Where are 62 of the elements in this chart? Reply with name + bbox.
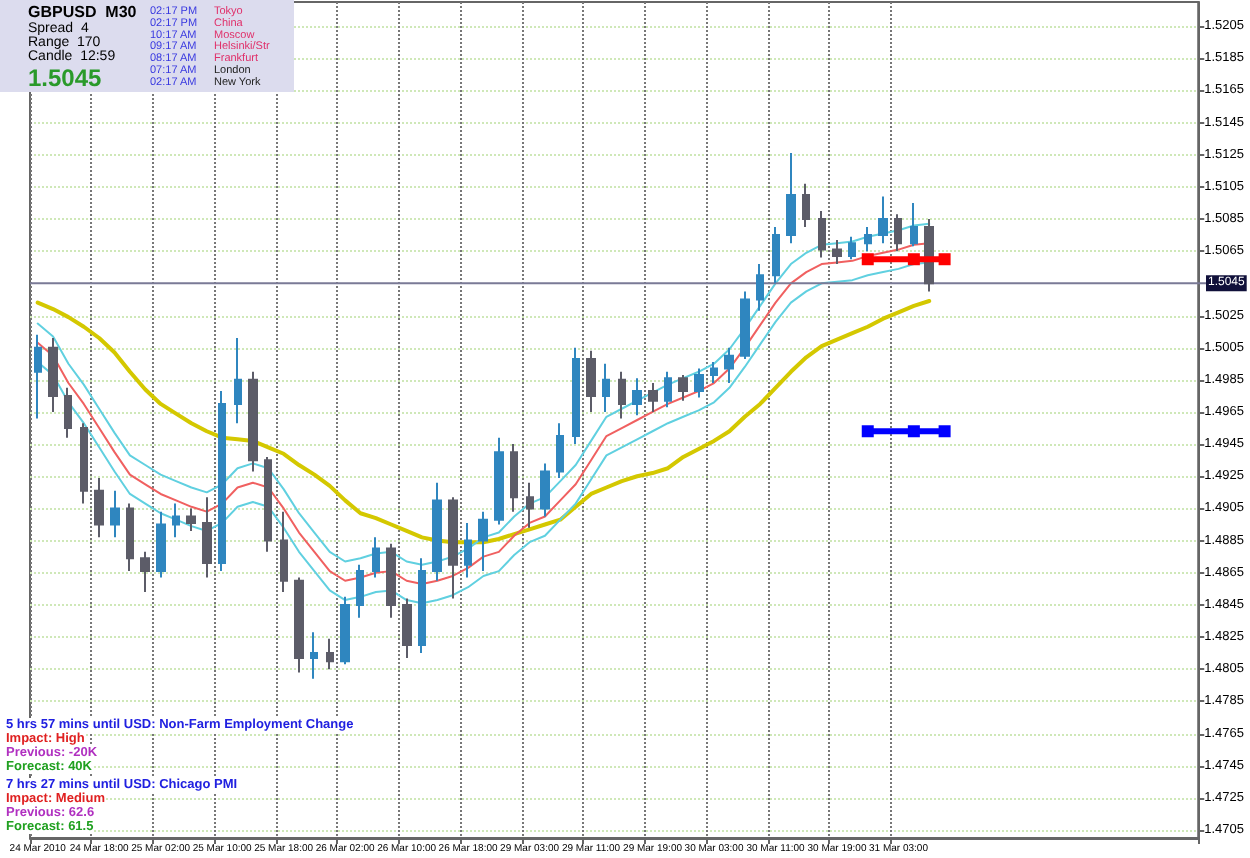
candlestick: [234, 337, 242, 425]
candlestick: [80, 422, 88, 505]
candlestick: [432, 481, 442, 582]
candlestick: [494, 436, 504, 526]
candlestick: [264, 455, 272, 553]
candlestick: [848, 235, 856, 261]
candlestick: [694, 367, 704, 399]
candlestick: [648, 382, 658, 413]
candlestick: [448, 496, 458, 600]
candlestick: [526, 481, 534, 529]
candlestick: [218, 390, 226, 573]
candlestick: [248, 370, 258, 473]
candlestick: [540, 462, 550, 518]
candlestick: [632, 377, 642, 417]
candlestick: [94, 476, 104, 539]
candlestick: [756, 263, 764, 312]
candlestick: [326, 637, 334, 671]
annotation: 1.5045: [28, 64, 103, 92]
candlestick: [802, 182, 810, 229]
candlestick: [356, 563, 364, 619]
candlestick: [710, 361, 718, 385]
candlestick: [64, 386, 72, 439]
candlestick: [340, 595, 350, 666]
candlestick: [602, 362, 610, 413]
candlestick: [478, 510, 488, 573]
candlestick: [510, 443, 518, 513]
chart-title: GBPUSD M30: [28, 3, 138, 21]
candlestick: [34, 333, 42, 420]
candlestick: [772, 226, 780, 285]
candlestick: [110, 489, 120, 539]
candlestick: [186, 507, 196, 532]
candlestick: [864, 226, 872, 253]
candlestick: [372, 536, 380, 579]
candlestick: [618, 370, 626, 420]
candlestick: [740, 290, 750, 360]
candlestick: [556, 422, 564, 479]
candlestick: [156, 510, 166, 579]
candlestick: [910, 201, 918, 248]
candlestick: [464, 521, 472, 579]
candlestick: [924, 218, 934, 293]
candlestick: [140, 550, 150, 594]
candlestick: [664, 370, 672, 409]
candlestick: [894, 213, 902, 253]
candlestick: [402, 597, 412, 659]
candlestick: [418, 557, 426, 655]
candlestick: [280, 510, 288, 594]
candlestick: [202, 496, 212, 579]
candlestick: [724, 346, 734, 385]
candlestick: [586, 349, 596, 413]
candlestick: [878, 195, 888, 245]
candlestick: [172, 502, 180, 539]
candlestick: [126, 502, 134, 573]
candlestick: [786, 152, 796, 245]
line-series: [35, 299, 932, 545]
candlestick: [310, 631, 318, 680]
candlestick: [818, 210, 826, 259]
candlestick: [294, 576, 304, 674]
candlestick: [386, 542, 396, 619]
candlestick: [572, 346, 580, 446]
candlestick: [48, 337, 58, 413]
candlestick: [832, 238, 842, 266]
candlestick: [678, 373, 688, 402]
